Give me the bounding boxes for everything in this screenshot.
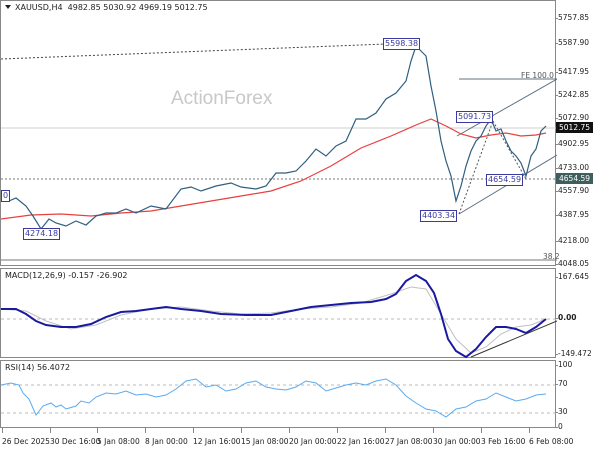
macd-tick: 0.00 [555,313,577,322]
time-tick: 27 Jan 08:00 [385,437,433,446]
price-tick: 5587.90 [554,38,590,47]
price-tick: 4902.95 [554,139,590,148]
time-tick: 6 Feb 08:00 [529,437,574,446]
price-tick: 4733.00 [554,163,590,172]
rsi-title: RSI(14) 56.4072 [5,363,71,372]
price-tick: 5417.95 [554,67,590,76]
price-tick: 4387.95 [554,210,590,219]
price-tick: 4557.90 [554,186,590,195]
time-tick: 5 Jan 08:00 [97,437,140,446]
level-price-tag: 4654.59 [556,173,594,184]
time-tick: 20 Jan 00:00 [289,437,337,446]
rsi-pane[interactable]: RSI(14) 56.4072 [0,360,557,428]
macd-svg [1,273,557,359]
label-high: 5598.38 [383,38,421,50]
time-tick: 8 Jan 00:00 [145,437,188,446]
time-tick: 30 Jan 00:00 [433,437,481,446]
macd-title: MACD(12,26,9) -0.157 -26.902 [5,271,128,280]
fib-label: 38.2 [543,252,560,261]
macd-axis: 167.645 0.00 -149.472 [554,268,600,358]
label-low: 4403.34 [420,210,458,222]
price-tick: 5757.85 [554,13,590,22]
dropdown-triangle-icon[interactable] [5,5,11,9]
label-low-left: 4274.18 [23,228,61,240]
rsi-tick: 0 [555,422,563,431]
time-tick: 26 Dec 2025 [2,437,50,446]
ohlc-values: 4982.85 5030.92 4969.19 5012.75 [67,3,208,12]
label-swing-high: 5091.73 [456,111,494,123]
rsi-axis: 100 70 30 0 [554,360,600,431]
rsi-tick: 30 [555,407,568,416]
price-tick: 5072.90 [554,113,590,122]
macd-tick: -149.472 [555,349,592,358]
time-tick: 3 Feb 16:00 [481,437,526,446]
rsi-tick: 70 [555,379,568,388]
label-left-edge: 0 [1,190,11,202]
price-chart-svg [1,43,557,261]
rsi-svg [1,378,557,418]
macd-tick: 167.645 [554,272,590,281]
current-price-tag: 5012.75 [556,122,594,133]
price-chart-pane[interactable]: XAUUSD,H4 4982.85 5030.92 4969.19 5012.7… [0,0,560,266]
symbol-label: XAUUSD,H4 [15,3,63,12]
time-tick: 30 Dec 16:00 [50,437,101,446]
price-axis: 5757.85 5587.90 5417.95 5242.85 5072.90 … [554,0,600,268]
time-tick: 12 Jan 16:00 [193,437,241,446]
price-tick: 4048.05 [554,259,590,268]
macd-pane[interactable]: MACD(12,26,9) -0.157 -26.902 [0,268,557,359]
fe-label: FE 100.0 [521,71,554,80]
rsi-tick: 100 [554,360,573,369]
watermark: ActionForex [171,88,273,109]
chart-title: XAUUSD,H4 4982.85 5030.92 4969.19 5012.7… [5,3,208,12]
time-tick: 22 Jan 16:00 [337,437,385,446]
time-tick: 15 Jan 08:00 [241,437,289,446]
price-tick: 4218.00 [554,236,590,245]
price-tick: 5242.85 [554,90,590,99]
label-swing-low: 4654.59 [486,174,524,186]
